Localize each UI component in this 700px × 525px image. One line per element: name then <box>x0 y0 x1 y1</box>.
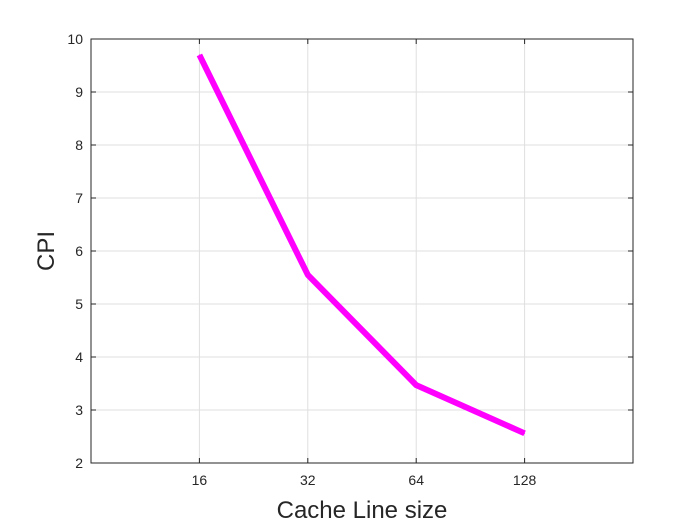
tick-marks <box>91 38 633 464</box>
data-point <box>307 274 309 276</box>
y-tick-labels: 2 3 4 5 6 7 8 9 10 <box>67 31 83 471</box>
data-point <box>198 54 200 56</box>
y-axis-title: CPI <box>33 231 60 271</box>
y-tick-label: 5 <box>75 296 83 312</box>
series-group <box>196 53 526 437</box>
x-tick-label: 64 <box>408 472 424 488</box>
y-tick-label: 7 <box>75 190 83 206</box>
data-point <box>524 432 526 434</box>
y-tick-label: 9 <box>75 84 83 100</box>
y-tick-label: 6 <box>75 243 83 259</box>
y-tick-label: 3 <box>75 402 83 418</box>
x-tick-label: 32 <box>300 472 316 488</box>
y-tick-label: 4 <box>75 349 83 365</box>
y-tick-label: 10 <box>67 31 83 47</box>
series-line <box>196 53 526 437</box>
x-tick-label: 16 <box>192 472 208 488</box>
y-tick-label: 2 <box>75 455 83 471</box>
x-tick-label: 128 <box>513 472 537 488</box>
x-axis-title: Cache Line size <box>277 497 448 524</box>
x-tick-labels: 16 32 64 128 <box>192 472 537 488</box>
data-point <box>415 384 417 386</box>
y-tick-label: 8 <box>75 137 83 153</box>
